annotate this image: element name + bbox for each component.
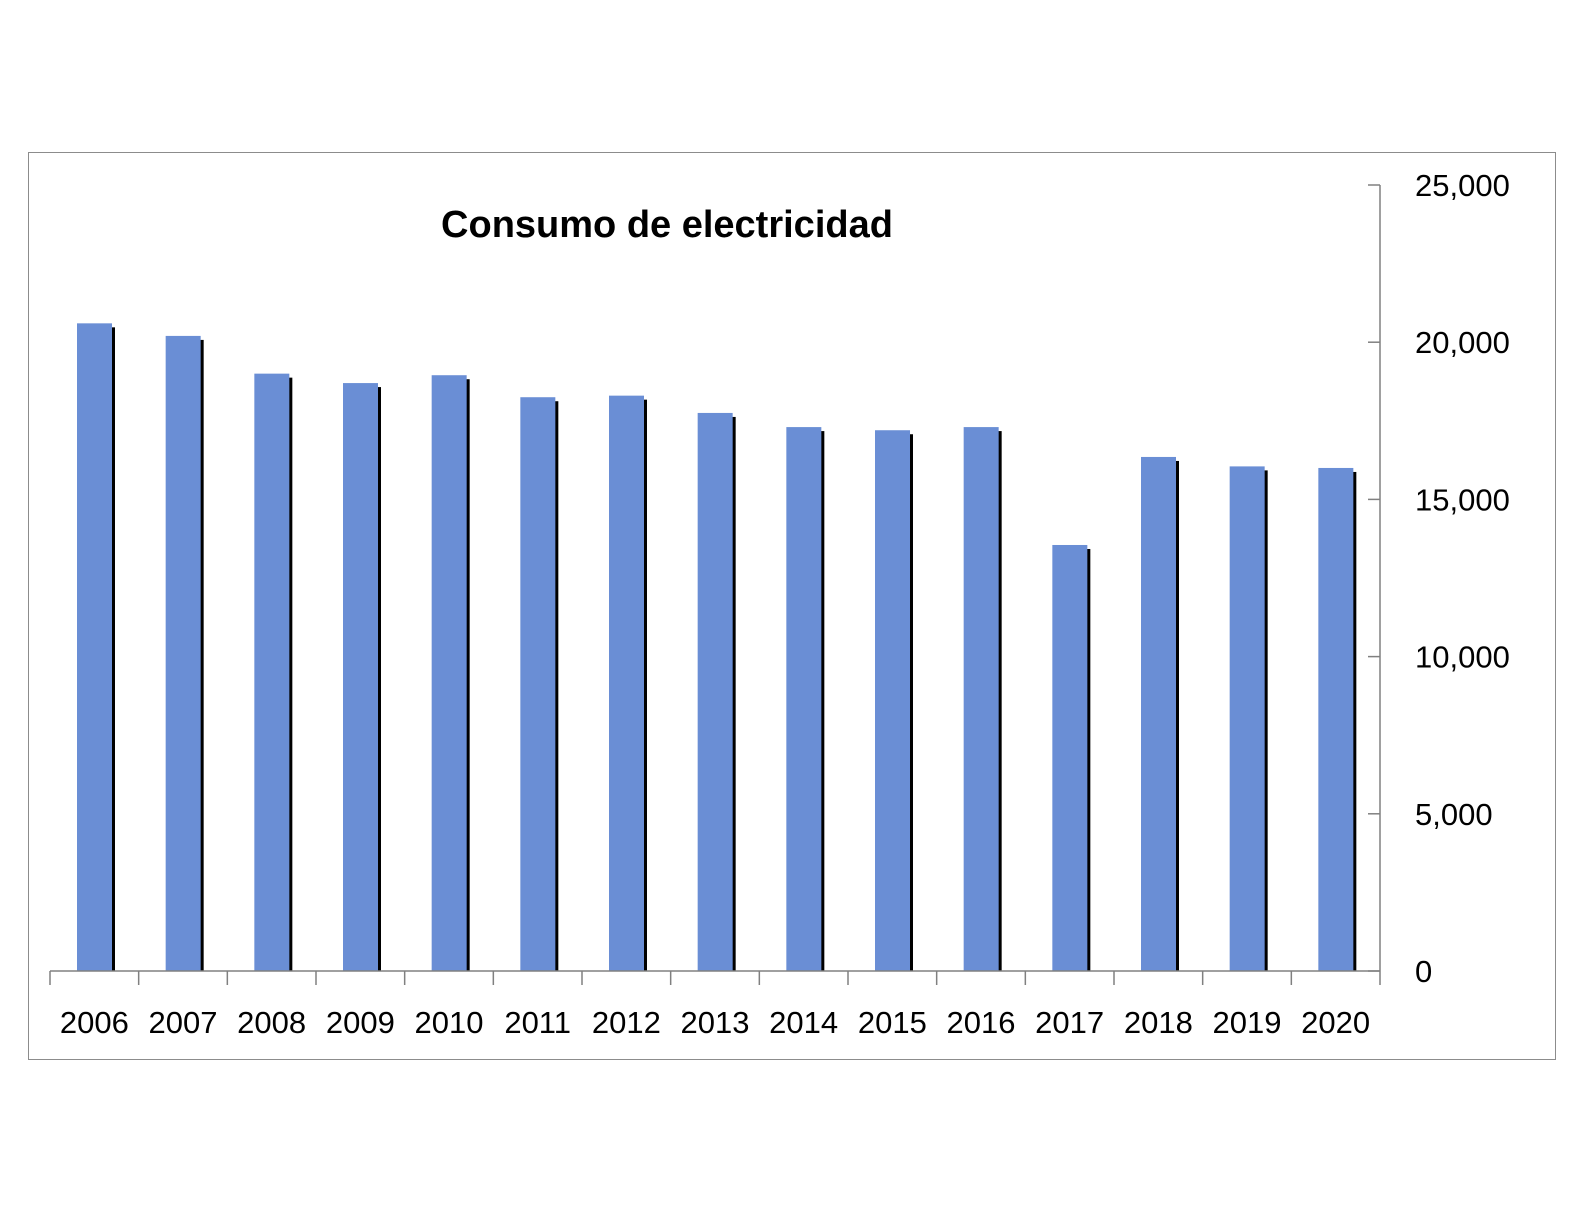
x-tick-label: 2007 [149, 1005, 218, 1040]
bar-2007 [165, 335, 201, 971]
bar-shadow [1352, 471, 1357, 971]
x-tick-label: 2010 [415, 1005, 484, 1040]
axes-layer: 2006 2007 2008 2009 2010 2011 2012 2013 2014 2015… [49, 168, 1510, 1040]
bar-2020 [1318, 467, 1354, 971]
x-tick-label: 2019 [1213, 1005, 1282, 1040]
bar-2019 [1229, 466, 1265, 971]
bar-2009 [343, 383, 378, 971]
y-tick-label: 15,000 [1415, 482, 1510, 517]
y-tick-label: 20,000 [1415, 325, 1510, 360]
bar-2017 [1052, 544, 1088, 971]
bar-shadow [465, 379, 470, 971]
bar-2006 [77, 323, 112, 971]
bar-shadow [554, 401, 559, 972]
bar-shadow [820, 431, 825, 971]
bar-2011 [520, 397, 556, 972]
chart-title: Consumo de electricidad [441, 204, 893, 246]
x-tick-label: 2011 [504, 1005, 571, 1040]
x-tick-label: 2008 [237, 1005, 306, 1040]
bar-2015 [875, 430, 910, 971]
x-tick-label: 2014 [769, 1005, 838, 1040]
y-tick-label: 25,000 [1415, 168, 1510, 203]
x-tick-label: 2013 [681, 1005, 750, 1040]
bar-2012 [609, 395, 644, 971]
bar-shadow [1263, 470, 1268, 971]
bar-shadow [1175, 460, 1179, 971]
bars-layer [77, 323, 1357, 972]
bar-2014 [786, 427, 822, 971]
bar-shadow [643, 399, 647, 971]
bar-shadow [288, 377, 293, 971]
y-tick-label: 5,000 [1415, 797, 1493, 832]
bar-shadow [731, 416, 736, 971]
bar-chart: Consumo de electricidad 2006 2007 2008 2009… [49, 168, 1510, 1040]
chart-frame: Consumo de electricidad 2006 2007 2008 2009… [28, 152, 1556, 1060]
x-tick-label: 2012 [592, 1005, 661, 1040]
bar-shadow [199, 339, 204, 971]
bar-2018 [1141, 456, 1176, 971]
bar-2013 [697, 412, 733, 971]
bar-shadow [111, 327, 115, 971]
x-tick-label: 2015 [858, 1005, 927, 1040]
y-tick-label: 10,000 [1415, 640, 1510, 675]
y-tick-label: 0 [1415, 954, 1432, 989]
x-tick-label: 2020 [1301, 1005, 1370, 1040]
x-tick-label: 2016 [947, 1005, 1016, 1040]
bar-2010 [431, 375, 467, 971]
x-tick-label: 2006 [60, 1005, 129, 1040]
bar-shadow [909, 434, 913, 971]
x-tick-label: 2017 [1035, 1005, 1104, 1040]
x-tick-label: 2009 [326, 1005, 395, 1040]
x-tick-label: 2018 [1124, 1005, 1193, 1040]
bar-2008 [254, 373, 290, 971]
bar-shadow [1086, 548, 1091, 971]
bar-2016 [963, 427, 999, 971]
bar-shadow [997, 431, 1002, 971]
bar-shadow [377, 387, 381, 971]
